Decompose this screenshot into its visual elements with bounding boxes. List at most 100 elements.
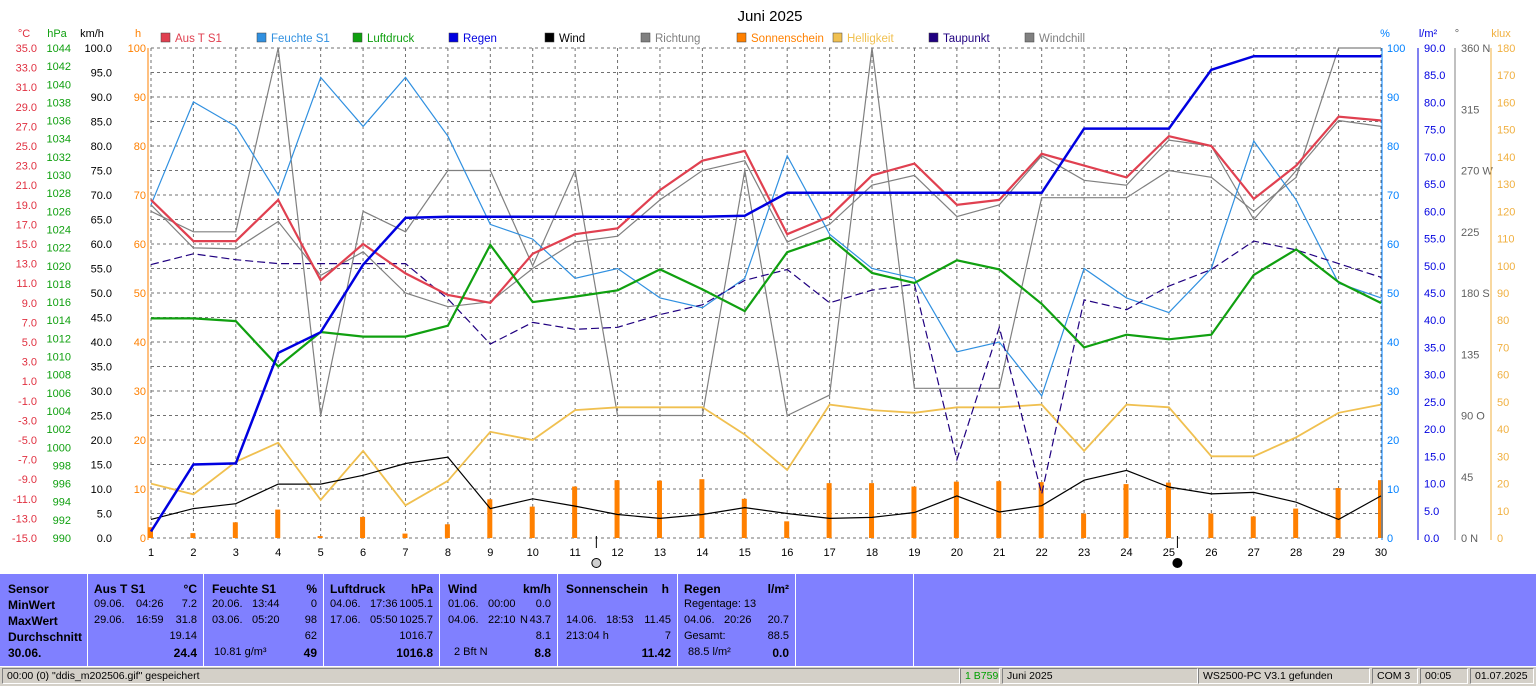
temp-tick-label: -13.0	[12, 513, 37, 525]
pressure-max-time: 05:50	[370, 614, 398, 626]
temp-tick-label: 1.0	[22, 376, 37, 388]
moon-phase-icons	[591, 536, 1183, 568]
lux-tick-label: 170	[1497, 70, 1515, 82]
sun-tick-label: 70	[134, 190, 146, 202]
hum-tick-label: 70	[1387, 190, 1399, 202]
press-tick-label: 1008	[47, 370, 71, 382]
hum-axis-header: %	[1380, 28, 1390, 40]
sunshine-bar	[148, 527, 153, 538]
hum-tick-label: 0	[1387, 533, 1393, 545]
temp-tick-label: 5.0	[22, 337, 37, 349]
rain-axis-header: l/m²	[1419, 28, 1438, 40]
x-tick-label: 26	[1205, 547, 1217, 559]
x-tick-label: 23	[1078, 547, 1090, 559]
hum-tick-label: 60	[1387, 239, 1399, 251]
sun-tick-label: 30	[134, 386, 146, 398]
series-line-windchill	[150, 119, 1382, 308]
wind-tick-label: 10.0	[91, 484, 112, 496]
stats-sensor-block: Sensor MinWert MaxWert Durchschnitt 30.0…	[0, 574, 88, 666]
hum-tick-label: 100	[1387, 43, 1405, 55]
wind-tick-label: 95.0	[91, 68, 112, 80]
temp-tick-label: 35.0	[16, 43, 37, 55]
sunshine-bar	[360, 516, 366, 538]
lux-tick-label: 90	[1497, 288, 1509, 300]
dir-tick-label: 90 O	[1461, 411, 1485, 423]
status-count: (0)	[36, 670, 50, 682]
temp-tick-label: 31.0	[16, 82, 37, 94]
temp-tick-label: 13.0	[16, 259, 37, 271]
x-tick-label: 27	[1248, 547, 1260, 559]
press-tick-label: 1022	[47, 243, 71, 255]
sunshine-max-value: 11.45	[644, 614, 671, 626]
hum-tick-label: 50	[1387, 288, 1399, 300]
rain-tick-label: 70.0	[1424, 152, 1445, 164]
legend-label: Helligkeit	[847, 33, 894, 45]
pressure-min-date: 04.06.	[330, 598, 361, 610]
wind-axis-header: km/h	[80, 28, 104, 40]
temp-tick-label: 3.0	[22, 357, 37, 369]
press-tick-label: 1006	[47, 388, 71, 400]
x-tick-label: 29	[1332, 547, 1344, 559]
humidity-title: Feuchte S1	[212, 582, 277, 596]
new-moon-icon	[1172, 558, 1183, 568]
legend-swatch	[1024, 32, 1035, 43]
series-line-luftdruck	[151, 236, 1382, 369]
humidity-absolute: 10.81 g/m³	[214, 646, 267, 658]
sun-tick-label: 100	[128, 43, 146, 55]
sunshine-current: 11.42	[641, 646, 671, 660]
sunshine-title: Sonnenschein	[566, 582, 649, 596]
press-tick-label: 1004	[47, 406, 71, 418]
wind-min-value: 0.0	[535, 598, 551, 610]
sunshine-bar	[1165, 482, 1171, 538]
wind-tick-label: 25.0	[91, 411, 112, 423]
lux-tick-label: 40	[1497, 424, 1509, 436]
sun-tick-label: 0	[140, 533, 146, 545]
lux-tick-label: 100	[1497, 261, 1515, 273]
rain-current-total: 88.5 l/m²	[688, 646, 731, 658]
x-tick-label: 28	[1290, 547, 1302, 559]
legend-label: Aus T S1	[175, 33, 222, 45]
x-tick-label: 6	[360, 547, 366, 559]
status-device: WS2500-PC V3.1 gefunden	[1198, 668, 1370, 684]
sunshine-bar	[869, 483, 875, 538]
legend-swatch	[160, 32, 171, 43]
sunshine-bar	[317, 536, 323, 538]
press-tick-label: 1028	[47, 188, 71, 200]
status-date: 01.07.2025	[1470, 668, 1534, 684]
legend-label: Luftdruck	[367, 33, 415, 45]
stats-rain-block: Regen l/m² Regentage: 13 04.06. 20:26 20…	[678, 574, 796, 666]
sun-tick-label: 50	[134, 288, 146, 300]
legend-label: Windchill	[1039, 33, 1085, 45]
dir-tick-label: 135	[1461, 349, 1479, 361]
wind-min-time: 00:00	[488, 598, 516, 610]
rain-total-label: Gesamt:	[684, 630, 726, 642]
chart-title: Juni 2025	[737, 8, 802, 25]
stats-humidity-block: Feuchte S1 % 20.06. 13:44 0 03.06. 05:20…	[204, 574, 324, 666]
wind-tick-label: 40.0	[91, 337, 112, 349]
wind-tick-label: 85.0	[91, 117, 112, 129]
x-tick-label: 30	[1375, 547, 1387, 559]
statistics-panel	[0, 574, 1536, 666]
legend-swatch	[928, 32, 939, 43]
sunshine-bar	[656, 480, 662, 538]
x-tick-label: 18	[866, 547, 878, 559]
temp-tick-label: -5.0	[18, 435, 37, 447]
max-row-label: MaxWert	[8, 614, 58, 628]
temp-tick-label: 29.0	[16, 102, 37, 114]
temp-tick-label: -9.0	[18, 474, 37, 486]
press-tick-label: 998	[53, 460, 71, 472]
sun-tick-label: 90	[134, 92, 146, 104]
pressure-title: Luftdruck	[330, 582, 386, 596]
humidity-max-date: 03.06.	[212, 614, 243, 626]
lux-tick-label: 0	[1497, 533, 1503, 545]
sunshine-bar	[1208, 513, 1214, 538]
temp-average: 19.14	[169, 630, 197, 642]
dir-axis-header: °	[1455, 28, 1459, 40]
wind-unit: km/h	[522, 582, 551, 596]
x-tick-label: 7	[402, 547, 408, 559]
lux-tick-label: 140	[1497, 152, 1515, 164]
rain-tick-label: 50.0	[1424, 261, 1445, 273]
temp-max-time: 16:59	[136, 614, 164, 626]
wind-tick-label: 75.0	[91, 166, 112, 178]
sunshine-bar	[953, 481, 959, 538]
